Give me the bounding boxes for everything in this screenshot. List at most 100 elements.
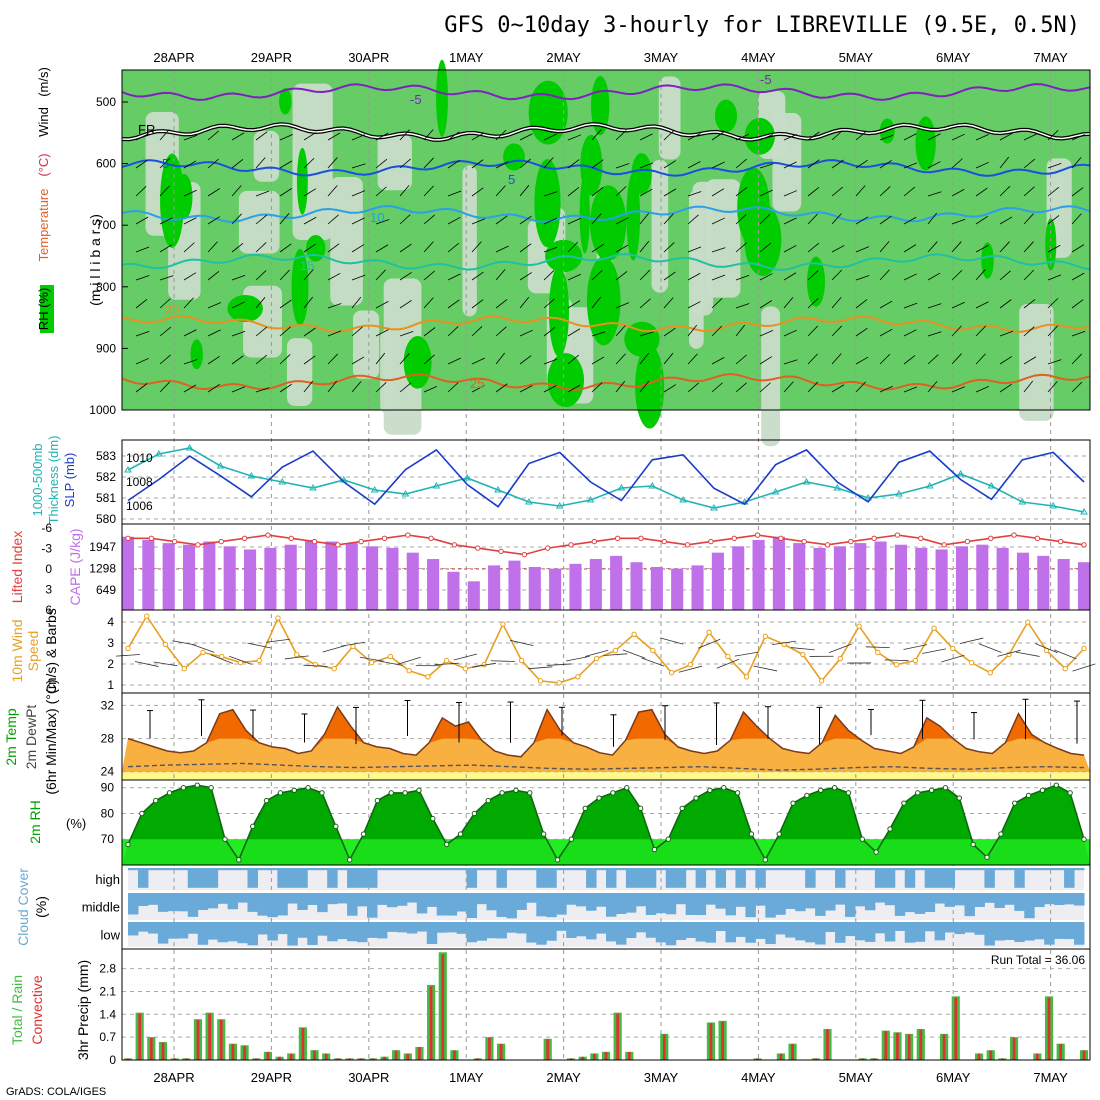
wind-barb xyxy=(327,214,339,225)
wind-barb xyxy=(543,246,558,253)
cloud-cover-bar xyxy=(934,868,946,888)
lifted-index-line-point xyxy=(848,538,854,545)
wind-barb xyxy=(447,326,459,337)
wind-barb xyxy=(399,353,410,365)
thickness-tick-label: 580 xyxy=(96,512,116,526)
lifted-index-line-point xyxy=(871,535,877,542)
cloud-cover-bar xyxy=(884,922,896,942)
cloud-cover-bar xyxy=(566,868,577,871)
date-label-top: 5MAY xyxy=(839,50,874,65)
cloud-cover-bar xyxy=(904,922,916,943)
wind-barb xyxy=(1047,325,1058,337)
pressure-tick-label: 1000 xyxy=(89,403,116,417)
cloud-cover-bar xyxy=(476,868,487,871)
wind-barb xyxy=(303,132,317,141)
precip-convective-bar xyxy=(289,1053,293,1060)
cloud-cover-bar xyxy=(835,893,846,905)
cloud-cover-bar xyxy=(854,868,866,871)
cloud-cover-bar xyxy=(147,868,159,871)
wind-barb xyxy=(231,386,246,393)
slp-axis-label: SLP (mb) xyxy=(62,453,77,508)
pressure-tick-label: 500 xyxy=(96,95,116,109)
wind-barb xyxy=(399,185,410,197)
wind-barb xyxy=(159,244,173,253)
wind-barb xyxy=(663,352,674,365)
thickness-line-point xyxy=(802,478,811,485)
wind-barb xyxy=(759,163,774,169)
rh2m-point xyxy=(1053,782,1059,788)
thickness-line-point xyxy=(710,504,718,511)
wind-barb xyxy=(159,326,172,337)
lifted-index-line-point xyxy=(288,535,294,542)
wind-barb xyxy=(447,131,460,141)
wind-barb xyxy=(903,216,917,225)
wind-barb xyxy=(279,299,292,309)
wind-barb xyxy=(159,185,170,197)
isotherm-label: 25 xyxy=(470,376,484,391)
cloud-cover-bar xyxy=(755,922,766,939)
cape-bar xyxy=(121,536,135,610)
wind-barb xyxy=(567,159,580,169)
wind-barb xyxy=(639,269,651,281)
wind-barb xyxy=(471,241,482,253)
wind-barb xyxy=(735,187,748,197)
wind-barb xyxy=(807,186,820,197)
cloud-cover-bar xyxy=(137,893,149,906)
rh2m-point xyxy=(859,836,866,842)
wind10-barb xyxy=(210,654,234,664)
moist-blob xyxy=(626,172,641,261)
wind-barb xyxy=(471,357,485,365)
rh2m-point xyxy=(693,795,699,801)
wind-barb xyxy=(447,242,460,253)
wind-barb xyxy=(231,355,244,365)
cloud-cover-bar xyxy=(546,922,557,941)
dry-patch xyxy=(380,330,393,414)
cloud-cover-bar xyxy=(705,868,717,871)
wind-barb xyxy=(783,245,797,253)
wind-barb xyxy=(519,158,531,169)
cloud-cover-bar xyxy=(157,893,169,912)
moist-blob xyxy=(436,59,448,137)
cloud-cover-bar xyxy=(197,922,209,945)
wind-barb xyxy=(975,353,986,365)
thickness-tick-label: 582 xyxy=(96,470,116,484)
wind-barb xyxy=(351,163,366,169)
cloud-cover-bar xyxy=(1024,922,1035,941)
wind10-barb xyxy=(153,661,178,667)
cloud-cover-bar xyxy=(496,893,507,917)
wind-barb xyxy=(183,189,197,197)
rh2m-point xyxy=(970,841,976,848)
cloud-cover-bar xyxy=(297,893,308,910)
isotherm-label: 20 xyxy=(165,302,179,317)
cloud-cover-bar xyxy=(904,868,916,888)
precip-convective-bar xyxy=(406,1053,410,1060)
cloud-cover-bar xyxy=(974,893,985,907)
cloud-cover-bar xyxy=(625,868,637,888)
thickness-line-point xyxy=(956,470,965,477)
cloud-cover-bar xyxy=(207,922,219,940)
cloud-cover-bar xyxy=(516,868,527,871)
rh2m-point xyxy=(249,823,256,830)
wind-barb xyxy=(927,331,942,337)
wind-barb xyxy=(495,352,506,365)
wind10-speed-line-point xyxy=(350,643,356,650)
wind-barb xyxy=(927,191,942,197)
wind-barb xyxy=(903,386,918,393)
thickness-line-point xyxy=(1080,508,1088,515)
cape-bar xyxy=(610,555,623,610)
rh-axis-label: RH (%) xyxy=(36,288,51,331)
wind-barb xyxy=(855,381,866,393)
cloud-cover-bar xyxy=(745,893,756,918)
cloud-cover-bar xyxy=(685,922,697,938)
cloud-cover-bar xyxy=(436,868,448,871)
cape-bar xyxy=(833,546,846,610)
wind-barb xyxy=(639,352,650,365)
thickness-line-point xyxy=(185,444,194,451)
thickness-line-point xyxy=(1018,498,1027,505)
moist-blob xyxy=(714,99,738,133)
cloud-cover-bar xyxy=(635,868,647,888)
cloud-cover-bar xyxy=(586,893,597,911)
wind-barb xyxy=(759,356,773,365)
wind-barb xyxy=(519,272,533,281)
wind-barb xyxy=(519,296,530,309)
